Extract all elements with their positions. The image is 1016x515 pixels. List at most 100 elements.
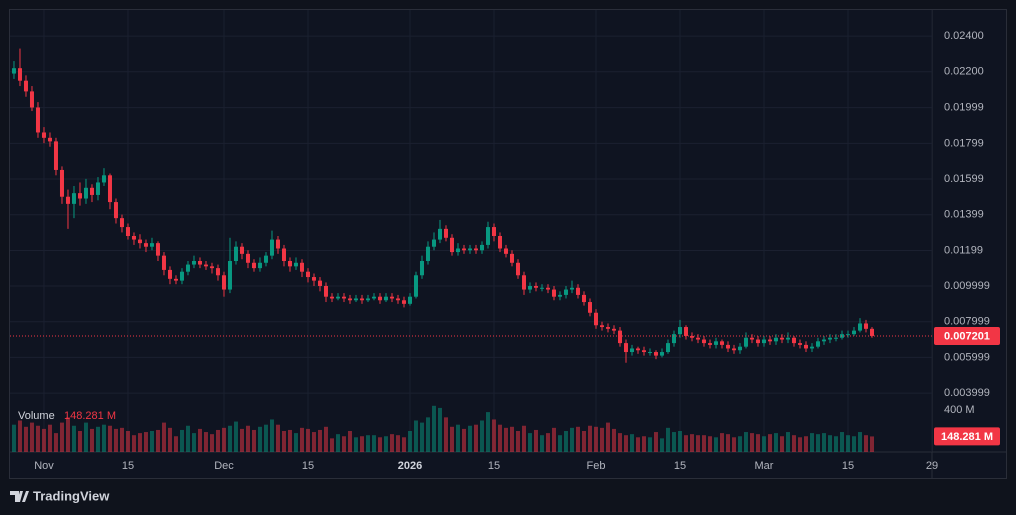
candle-body <box>395 298 400 301</box>
candle-body <box>779 337 784 340</box>
candle-body <box>161 255 166 270</box>
volume-bar <box>167 427 172 452</box>
volume-bar <box>845 435 850 452</box>
volume-bar <box>185 425 190 452</box>
volume-bar <box>773 433 778 452</box>
candle-body <box>449 237 454 253</box>
candle-body <box>209 266 214 269</box>
volume-bar <box>257 426 262 452</box>
volume-bar <box>203 432 208 452</box>
candle-body <box>695 337 700 340</box>
candle-body <box>77 193 82 199</box>
candle-body <box>791 337 796 344</box>
y-tick-label: 0.01199 <box>944 244 983 256</box>
x-tick-label: 2026 <box>398 460 422 472</box>
volume-bar <box>785 432 790 452</box>
y-tick-label: 0.01999 <box>944 102 984 114</box>
logo-icon <box>10 491 29 502</box>
candle-body <box>83 187 88 199</box>
x-tick-label: 15 <box>842 460 854 472</box>
candle-body <box>749 337 754 340</box>
volume-bar <box>143 432 148 452</box>
y-tick-label: 0.01399 <box>944 209 984 221</box>
volume-bar <box>485 412 490 452</box>
candle-body <box>545 287 550 290</box>
volume-bar <box>281 431 286 452</box>
candle-body <box>521 275 526 290</box>
volume-bar <box>701 435 706 452</box>
last-volume-label: 148.281 M <box>941 431 993 443</box>
candle-body <box>287 260 292 267</box>
volume-bar <box>857 432 862 452</box>
grid <box>10 10 932 452</box>
candle-body <box>689 335 694 338</box>
candle-body <box>317 280 322 286</box>
candle-body <box>461 248 466 251</box>
volume-bar <box>371 435 376 452</box>
volume-bar <box>383 436 388 452</box>
y-tick-label: 0.01799 <box>944 137 984 149</box>
volume-bar <box>779 436 784 452</box>
candle-body <box>155 243 160 256</box>
volume-bar <box>707 436 712 452</box>
volume-bar <box>695 435 700 452</box>
candle-body <box>35 107 40 133</box>
volume-bar <box>611 428 616 452</box>
candle-body <box>503 248 508 254</box>
volume-bar <box>749 433 754 452</box>
volume-bar <box>551 427 556 452</box>
candle-body <box>311 277 316 281</box>
volume-bar <box>803 436 808 452</box>
candle-body <box>803 344 808 349</box>
volume-bar <box>47 424 52 452</box>
volume-bar <box>293 433 298 452</box>
chart-frame <box>9 9 1007 479</box>
volume-bar <box>563 431 568 452</box>
candle-body <box>701 339 706 344</box>
candle-body <box>833 337 838 339</box>
volume-bar <box>335 434 340 452</box>
candle-body <box>617 330 622 344</box>
candle-body <box>761 339 766 344</box>
volume-bar <box>467 425 472 452</box>
candle-body <box>413 275 418 297</box>
volume-bar <box>251 429 256 452</box>
volume-bar <box>263 424 268 452</box>
volume-bar <box>161 422 166 452</box>
volume-bar <box>809 433 814 452</box>
volume-bar <box>413 420 418 452</box>
volume-bar <box>149 431 154 452</box>
candle-body <box>245 253 250 263</box>
volume-bar <box>389 434 394 452</box>
candle-body <box>419 260 424 276</box>
volume-bar <box>275 424 280 452</box>
candle-body <box>281 248 286 261</box>
volume-bar <box>287 429 292 452</box>
volume-bar <box>131 435 136 452</box>
volume-bar <box>713 437 718 452</box>
volume-bar <box>35 425 40 452</box>
candle-body <box>299 262 304 272</box>
candle-body <box>425 246 430 261</box>
candle-body <box>455 248 460 253</box>
candle-body <box>671 334 676 344</box>
volume-bar <box>155 429 160 452</box>
candle-body <box>23 80 28 92</box>
volume-bar <box>839 432 844 452</box>
candle-body <box>857 323 862 331</box>
candle-body <box>407 296 412 304</box>
x-tick-label: 29 <box>926 460 938 472</box>
volume-bar <box>227 425 232 452</box>
candle-body <box>851 330 856 335</box>
volume-bar <box>365 435 370 452</box>
volume-bar <box>473 424 478 452</box>
volume-bar <box>665 427 670 452</box>
candle-body <box>113 202 118 219</box>
candle-body <box>95 182 100 195</box>
volume-bar <box>821 433 826 452</box>
volume-bar <box>623 435 628 452</box>
candle-body <box>767 339 772 342</box>
candle-body <box>119 218 124 228</box>
volume-bar <box>173 436 178 452</box>
candle-body <box>653 352 658 356</box>
